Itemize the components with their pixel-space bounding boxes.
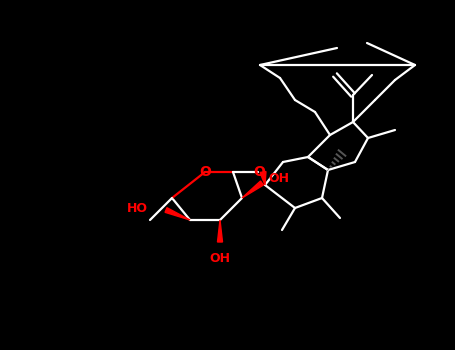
Text: OH: OH [209, 252, 231, 265]
Polygon shape [242, 181, 263, 198]
Polygon shape [217, 220, 222, 242]
Text: OH: OH [268, 172, 289, 184]
Text: HO: HO [127, 202, 148, 215]
Text: O: O [253, 165, 265, 179]
Polygon shape [260, 172, 266, 185]
Text: O: O [199, 165, 211, 179]
Polygon shape [165, 208, 190, 220]
